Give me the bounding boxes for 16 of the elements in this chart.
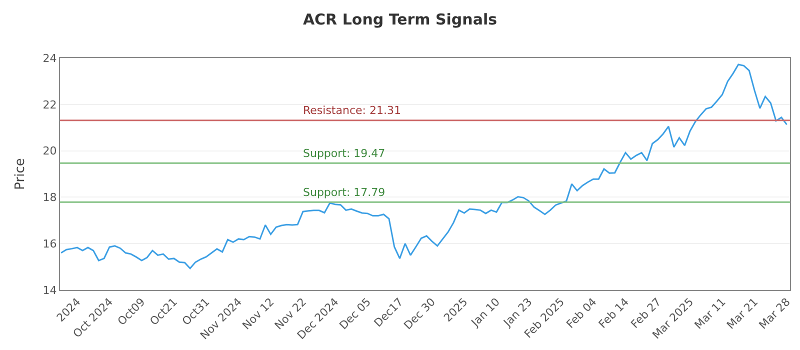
ref-line-label: Resistance: 21.31 bbox=[303, 104, 401, 117]
y-tick-label: 20 bbox=[42, 144, 57, 158]
x-tick-label: Jan 10 bbox=[468, 296, 502, 330]
line-series bbox=[60, 64, 788, 270]
chart-title: ACR Long Term Signals bbox=[302, 10, 498, 28]
y-tick-label: 16 bbox=[42, 237, 57, 250]
y-tick-label: 18 bbox=[42, 191, 57, 204]
y-tick-label: 22 bbox=[42, 98, 57, 112]
y-axis-title: Price bbox=[13, 158, 28, 190]
y-tick-label: 14 bbox=[42, 284, 57, 297]
ref-line-label: Support: 19.47 bbox=[303, 147, 386, 160]
y-tick-label: 24 bbox=[42, 52, 57, 65]
ref-line-label: Support: 17.79 bbox=[303, 186, 386, 199]
x-tick-label: Dec 05 bbox=[336, 296, 374, 332]
x-tick-label: Dec 30 bbox=[401, 296, 438, 332]
x-tick-label: Mar 28 bbox=[756, 296, 793, 332]
